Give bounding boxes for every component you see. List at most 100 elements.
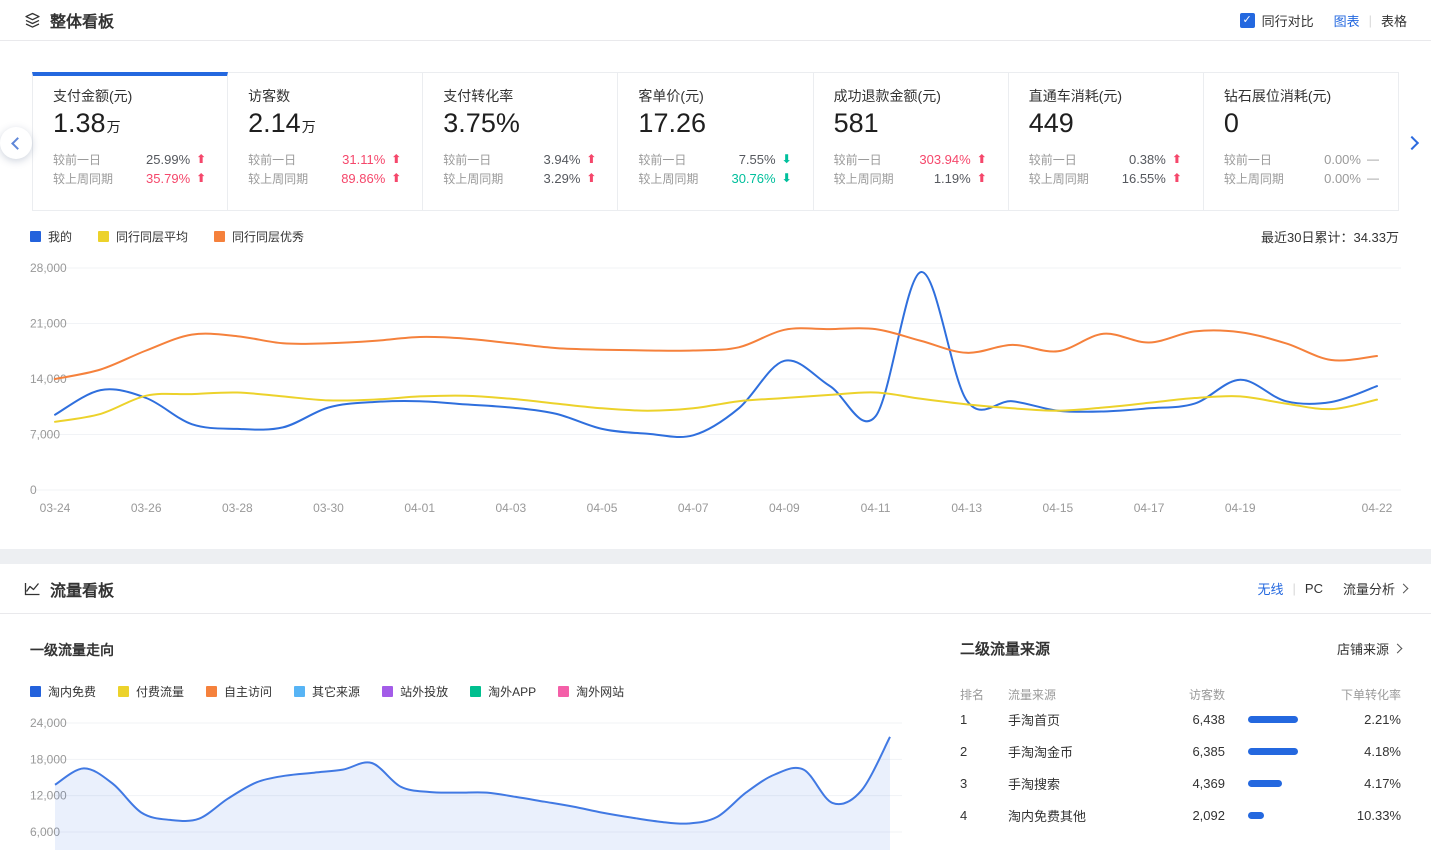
toggle-table[interactable]: 表格: [1380, 13, 1407, 29]
carousel-prev-button[interactable]: [0, 127, 32, 159]
svg-text:04-19: 04-19: [1225, 501, 1256, 515]
source-row: 3 手淘搜索 4,369 4.17%: [960, 767, 1401, 799]
change-value: 303.94%: [919, 151, 971, 167]
visitors-bar: [1248, 715, 1298, 723]
thirty-day-summary: 最近30日累计：34.33万: [1261, 230, 1399, 245]
legend-item[interactable]: 其它来源: [294, 683, 360, 700]
change-value: 3.29%: [543, 170, 581, 186]
change-value-group: 0.38% ⬆: [1129, 152, 1185, 167]
up-arrow-icon: ⬆: [586, 171, 597, 186]
change-label: 较前一日: [1028, 152, 1077, 167]
up-arrow-icon: ⬆: [391, 152, 402, 167]
change-label: 较上周同期: [638, 171, 699, 186]
legend-item[interactable]: 同行同层优秀: [214, 228, 304, 245]
col-conversion: 下单转化率: [1340, 688, 1401, 702]
metric-card-label: 钻石展位消耗(元): [1223, 88, 1332, 104]
metric-card[interactable]: 支付转化率 3.75% 较前一日 3.94% ⬆ 较上周同期 3.29% ⬆: [423, 72, 619, 211]
metric-value-number: 2.14: [248, 108, 301, 138]
change-value-group: 89.86% ⬆: [341, 171, 404, 186]
legend-swatch: [382, 686, 394, 697]
metric-card-label: 支付金额(元): [53, 88, 133, 104]
metric-card[interactable]: 客单价(元) 17.26 较前一日 7.55% ⬇ 较上周同期 30.76% ⬇: [618, 72, 814, 211]
carousel-next-button[interactable]: [1404, 134, 1423, 152]
source-name: 手淘搜索: [1008, 776, 1061, 792]
peer-compare-checkbox-group[interactable]: ✓ 同行对比: [1239, 11, 1314, 30]
legend-item[interactable]: 付费流量: [118, 683, 184, 700]
metric-card-value: 0: [1224, 107, 1380, 141]
up-arrow-icon: ⬆: [976, 171, 987, 186]
traffic-trend-panel: 一级流量走向 淘内免费 付费流量 自主访问 其它来源 站外投放 淘外APP 淘外网站 6,0…: [30, 614, 902, 850]
source-name: 手淘首页: [1008, 712, 1061, 728]
legend-item[interactable]: 我的: [30, 228, 72, 245]
metric-card-changes: 较前一日 25.99% ⬆ 较上周同期 35.79% ⬆: [53, 150, 209, 188]
platform-toggle: 无线 | PC: [1258, 579, 1323, 598]
change-row: 较上周同期 3.29% ⬆: [443, 169, 599, 188]
sources-table-body: 1 手淘首页 6,438 2.21% 2 手淘淘金币 6,385 4.18% 3 手淘搜索 4,36…: [960, 703, 1401, 831]
source-rank: 1: [960, 711, 968, 727]
line-chart-icon: [24, 583, 40, 596]
metric-card-label: 成功退款金额(元): [833, 88, 941, 104]
source-conversion: 4.18%: [1364, 743, 1401, 759]
platform-divider: |: [1292, 581, 1296, 596]
down-arrow-icon: ⬇: [781, 152, 792, 167]
change-value: 89.86%: [341, 170, 386, 186]
legend-label: 同行同层平均: [116, 230, 189, 244]
change-value-group: 303.94% ⬆: [919, 152, 989, 167]
legend-item[interactable]: 淘内免费: [30, 683, 96, 700]
overview-header: 整体看板 ✓ 同行对比 图表 | 表格: [0, 0, 1431, 41]
metric-card[interactable]: 支付金额(元) 1.38万 较前一日 25.99% ⬆ 较上周同期 35.79% ⬆: [32, 72, 229, 211]
metric-card[interactable]: 成功退款金额(元) 581 较前一日 303.94% ⬆ 较上周同期 1.19% ⬆: [813, 72, 1009, 211]
legend-items: 我的 同行同层平均 同行同层优秀: [30, 228, 330, 245]
change-label: 较上周同期: [248, 171, 309, 186]
metric-card-changes: 较前一日 0.00% — 较上周同期 0.00% —: [1224, 150, 1380, 188]
change-label: 较前一日: [638, 152, 687, 167]
legend-item[interactable]: 淘外APP: [470, 683, 536, 700]
change-value: 25.99%: [146, 151, 191, 167]
legend-swatch: [118, 686, 130, 697]
tab-wireless[interactable]: 无线: [1257, 582, 1284, 597]
col-rank: 排名: [960, 688, 985, 702]
legend-item[interactable]: 自主访问: [206, 683, 272, 700]
traffic-sources-panel: 二级流量来源 店铺来源 排名 流量来源 访客数 下单转化率 1 手淘首页 6,438…: [960, 614, 1403, 850]
source-rank: 2: [960, 743, 968, 759]
metric-value-unit: 万: [106, 119, 121, 135]
visitors-bar: [1248, 811, 1264, 819]
svg-text:04-17: 04-17: [1134, 501, 1165, 515]
change-label: 较前一日: [248, 152, 297, 167]
legend-item[interactable]: 同行同层平均: [98, 228, 188, 245]
legend-label: 其它来源: [312, 685, 361, 699]
metric-card[interactable]: 钻石展位消耗(元) 0 较前一日 0.00% — 较上周同期 0.00% —: [1203, 72, 1399, 211]
legend-item[interactable]: 淘外网站: [558, 683, 624, 700]
source-rank: 4: [960, 807, 968, 823]
metric-value-number: 581: [833, 108, 879, 138]
visitors-bar: [1248, 747, 1298, 755]
legend-item[interactable]: 站外投放: [382, 683, 448, 700]
metric-card-value: 449: [1029, 107, 1185, 141]
change-row: 较前一日 7.55% ⬇: [638, 150, 794, 169]
legend-swatch: [294, 686, 306, 697]
metric-value-number: 17.26: [638, 108, 706, 138]
change-row: 较上周同期 16.55% ⬆: [1029, 169, 1185, 188]
source-bar-cell: [1225, 747, 1305, 755]
toggle-chart[interactable]: 图表: [1333, 13, 1360, 29]
shop-sources-link[interactable]: 店铺来源: [1337, 639, 1403, 658]
change-value-group: 0.00% —: [1324, 171, 1380, 186]
legend-label: 付费流量: [136, 685, 185, 699]
checkbox-checked-icon[interactable]: ✓: [1239, 12, 1255, 28]
overview-trend-chart: 0 7,000 14,000 21,000 28,000 03-24 03-26 03-28 0…: [30, 261, 1401, 515]
source-row: 1 手淘首页 6,438 2.21%: [960, 703, 1401, 735]
peer-compare-label: 同行对比: [1261, 13, 1314, 29]
svg-text:21,000: 21,000: [30, 317, 67, 331]
svg-text:0: 0: [30, 483, 37, 497]
visitors-bar: [1248, 779, 1282, 787]
chevron-right-icon: [1398, 583, 1409, 594]
change-value: 16.55%: [1121, 170, 1166, 186]
source-conversion: 2.21%: [1364, 711, 1401, 727]
metric-card-label: 直通车消耗(元): [1028, 88, 1123, 104]
change-value-group: 0.00% —: [1324, 152, 1380, 167]
metric-card[interactable]: 访客数 2.14万 较前一日 31.11% ⬆ 较上周同期 89.86% ⬆: [228, 72, 424, 211]
metric-card[interactable]: 直通车消耗(元) 449 较前一日 0.38% ⬆ 较上周同期 16.55% ⬆: [1008, 72, 1204, 211]
traffic-analysis-link[interactable]: 流量分析: [1343, 579, 1409, 598]
tab-pc[interactable]: PC: [1304, 581, 1323, 596]
change-value: 0.00%: [1324, 170, 1361, 186]
